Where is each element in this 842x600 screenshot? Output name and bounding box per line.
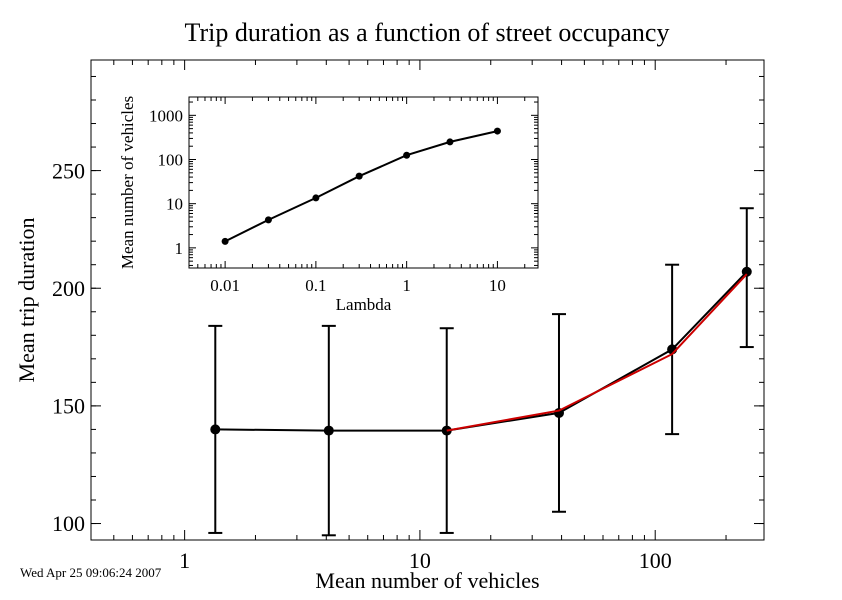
inset-x-tick-label: 0.1 [305,276,326,295]
inset-data-point [264,216,272,224]
main-data-point [210,424,221,435]
main-x-tick-label: 100 [639,548,672,573]
inset-data-point [355,172,363,180]
inset-data-point [493,127,501,135]
inset-x-axis-label: Lambda [336,295,392,314]
main-y-tick-label: 100 [52,511,85,536]
inset-data-point [403,151,411,159]
inset-y-tick-label: 10 [166,195,183,214]
inset-y-tick-label: 1 [175,239,184,258]
main-series-line-measured [215,271,748,432]
main-x-tick-label: 1 [179,548,190,573]
main-data-point [741,266,752,277]
inset-x-tick-label: 1 [402,276,411,295]
inset-plot-frame [188,96,539,269]
inset-x-tick-label: 10 [489,276,506,295]
main-y-axis-label: Mean trip duration [14,218,39,383]
main-x-tick-label: 10 [409,548,431,573]
inset-y-axis-label: Mean number of vehicles [118,96,137,269]
inset-y-tick-label: 1000 [149,106,183,125]
timestamp: Wed Apr 25 09:06:24 2007 [20,565,162,580]
inset-data-point [312,194,320,202]
main-y-tick-label: 250 [52,158,85,183]
main-y-tick-label: 200 [52,276,85,301]
main-x-axis-label: Mean number of vehicles [315,568,539,593]
main-data-point [323,425,334,436]
main-y-tick-label: 150 [52,394,85,419]
inset-data-point [446,138,454,146]
inset-y-tick-label: 100 [158,150,184,169]
main-series-line-model [446,273,748,432]
inset-data-point [221,237,229,245]
inset-x-tick-label: 0.01 [210,276,240,295]
chart-title: Trip duration as a function of street oc… [185,18,670,47]
